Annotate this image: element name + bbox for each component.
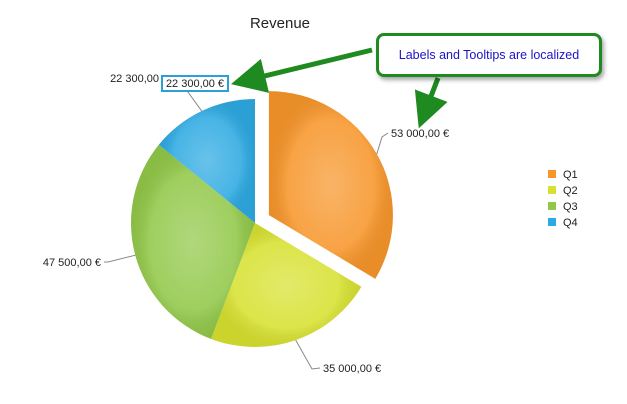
legend-label: Q4	[563, 217, 578, 229]
arrow-to-tooltip	[230, 47, 373, 93]
annotation-arrows	[230, 47, 448, 129]
leader-line	[104, 254, 136, 263]
slice-value-label: 53 000,00 €	[391, 128, 449, 140]
pie-slice-shading	[211, 223, 362, 348]
chart-title: Revenue	[250, 15, 310, 32]
slice-labels: 53 000,00 € 35 000,00 € 47 500,00 € 22 300,…	[43, 73, 449, 375]
legend-label: Q1	[563, 169, 578, 181]
legend: Q1 Q2 Q3 Q4	[548, 169, 578, 229]
slice-tooltip: 22 300,00 €	[161, 75, 229, 92]
pie-slice-shading	[131, 144, 255, 339]
arrow-to-label	[414, 77, 448, 129]
legend-swatch	[548, 218, 556, 226]
legend-swatch	[548, 186, 556, 194]
annotation-callout: Labels and Tooltips are localized	[376, 33, 602, 77]
legend-swatch	[548, 202, 556, 210]
legend-swatch	[548, 170, 556, 178]
slice-value-label: 35 000,00 €	[323, 363, 381, 375]
legend-label: Q2	[563, 185, 578, 197]
legend-label: Q3	[563, 201, 578, 213]
slice-value-label: 47 500,00 €	[43, 257, 101, 269]
leader-line	[376, 132, 389, 155]
slice-value-label: 22 300,00	[110, 73, 159, 85]
pie-slice-shading	[268, 91, 393, 279]
pie-slices	[131, 91, 393, 348]
leader-line	[295, 339, 321, 370]
pie-slice-shading	[158, 98, 255, 223]
